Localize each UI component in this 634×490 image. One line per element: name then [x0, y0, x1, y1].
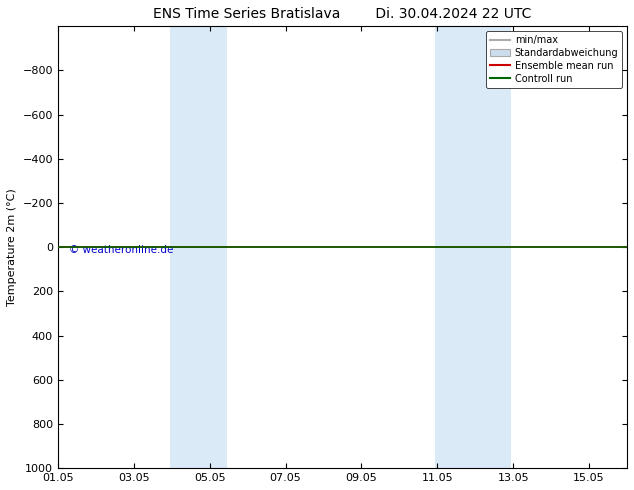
- Bar: [436, 26, 511, 468]
- Bar: [170, 26, 227, 468]
- Text: © weatheronline.de: © weatheronline.de: [69, 245, 174, 255]
- Title: ENS Time Series Bratislava        Di. 30.04.2024 22 UTC: ENS Time Series Bratislava Di. 30.04.202…: [153, 7, 532, 21]
- Y-axis label: Temperature 2m (°C): Temperature 2m (°C): [7, 188, 17, 306]
- Legend: min/max, Standardabweichung, Ensemble mean run, Controll run: min/max, Standardabweichung, Ensemble me…: [486, 31, 622, 88]
